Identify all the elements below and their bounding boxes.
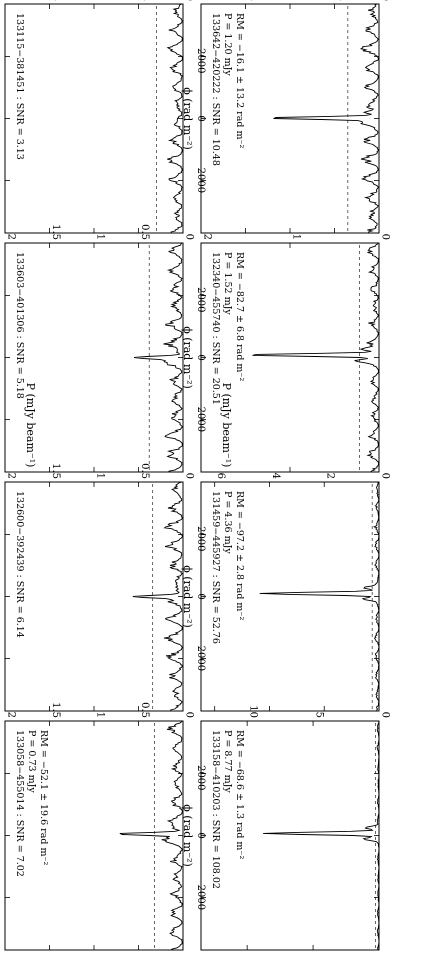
phi-tick-label: −2000 — [195, 40, 206, 74]
spectrum-curve — [263, 720, 380, 951]
x-axis-label: ϕ (rad m⁻²) — [181, 804, 194, 867]
p-tick-label: 0 — [184, 0, 195, 1]
panel-1-2: 0 0.5 1 1.5 2 133603−401306 : SNR = 5.18 — [4, 224, 195, 473]
x-axis-label: ϕ (rad m⁻²) — [181, 565, 194, 628]
spectrum-curve — [132, 481, 184, 712]
p-tick-label: 2 — [6, 712, 17, 718]
panel-annotation-line: RM = −16.1 ± 13.2 rad m⁻² — [234, 13, 245, 148]
p-tick-label: 2 — [6, 234, 17, 240]
p-tick-label: 0 — [184, 473, 195, 479]
p-tick-label: 0 — [184, 234, 195, 240]
p-tick-label: 2 — [325, 473, 336, 479]
p-tick-label: 1 — [95, 0, 106, 1]
spectrum-curve — [273, 3, 379, 234]
p-tick-label: 4 — [270, 473, 281, 479]
p-tick-label: 1.5 — [50, 224, 61, 240]
p-tick-label: 1.5 — [50, 702, 61, 718]
spectrum-curve — [252, 242, 380, 473]
phi-tick-label: 2000 — [195, 885, 206, 910]
p-tick-label: 2 — [202, 234, 213, 240]
p-tick-label: 0.5 — [139, 224, 150, 240]
phi-tick-label: 0 — [195, 115, 206, 121]
panel-2-3: 0 2 4 6 −2000 0 2000 131459−445927 : SNR = 52.7… — [181, 473, 391, 712]
panel-annotation-line: RM = −68.6 ± 1.3 rad m⁻² — [234, 730, 245, 859]
p-tick-label: 1 — [95, 234, 106, 240]
panel-annotation-line: 132340−455740 : SNR = 20.51 — [210, 252, 221, 405]
phi-tick-label: −2000 — [195, 518, 206, 552]
p-tick-label: 5 — [314, 712, 325, 718]
spectrum-curve — [259, 481, 380, 711]
panel-annotation-line: 133158−410203 : SNR = 108.02 — [210, 730, 221, 889]
phi-tick-label: 0 — [195, 354, 206, 360]
panel-frame — [4, 481, 184, 712]
phi-tick-label: −2000 — [195, 757, 206, 791]
panel-1-1: 0 0.5 1 1.5 2 133115−381451 : SNR = 3.13 — [4, 0, 195, 234]
spectrum-curve — [119, 720, 183, 951]
panel-annotation-line: RM = −52.1 ± 19.6 rad m⁻² — [38, 730, 49, 865]
panel-annotation-line: P = 1.52 mJy — [222, 252, 233, 315]
phi-tick-label: 2000 — [195, 646, 206, 671]
p-tick-label: 1.5 — [246, 0, 257, 1]
p-tick-label: 0 — [380, 0, 391, 1]
p-tick-label: 0 — [380, 712, 391, 718]
y-axis-label-row-1: P (mJy beam⁻¹) — [24, 383, 37, 468]
p-tick-label: 1.5 — [50, 463, 61, 479]
panel-1-3: 0 0.5 1 1.5 2 132600−392439 : SNR = 6.14 — [4, 463, 195, 712]
p-tick-label: 0 — [184, 712, 195, 718]
phi-tick-label: 2000 — [195, 407, 206, 432]
phi-tick-label: −2000 — [195, 279, 206, 313]
panel-grid: 0 0.5 1 1.5 2 133115−381451 : SNR = 3.13 0 0.5 1… — [4, 0, 391, 951]
p-tick-label: 6 — [215, 473, 226, 479]
x-axis-label: ϕ (rad m⁻²) — [181, 326, 194, 389]
p-tick-label: 1 — [95, 473, 106, 479]
spectrum-curve — [166, 3, 183, 234]
phi-tick-label: 0 — [195, 593, 206, 599]
spectrum-curve — [133, 242, 183, 473]
panel-annotation-line: 133642−420222 : SNR = 10.48 — [210, 13, 221, 166]
y-axis-label-row-2: P (mJy beam⁻¹) — [220, 383, 233, 468]
p-tick-label: 2 — [202, 0, 213, 1]
p-tick-label: 1 — [291, 0, 302, 1]
panel-annotation-line: 131459−445927 : SNR = 52.76 — [210, 491, 221, 644]
p-tick-label: 1 — [291, 234, 302, 240]
p-tick-label: 1.5 — [50, 0, 61, 1]
panel-annotation-line: P = 4.36 mJy — [222, 491, 233, 554]
panel-annotation-line: 132600−392439 : SNR = 6.14 — [14, 491, 25, 638]
panel-2-4: 0 5 10 −2000 0 2000 133158−410203 : SNR = 108.… — [181, 705, 391, 951]
p-tick-label: 0 — [380, 234, 391, 240]
p-tick-label: 2 — [6, 0, 17, 1]
phi-tick-label: 2000 — [195, 168, 206, 193]
panel-annotation-line: 133115−381451 : SNR = 3.13 — [14, 13, 25, 160]
p-tick-label: 0.5 — [139, 463, 150, 479]
panel-2-2: 0 1 2 −2000 0 2000 132340−455740 : SNR = 20.51… — [181, 234, 391, 473]
panel-annotation-line: RM = −97.2 ± 2.8 rad m⁻² — [234, 491, 245, 620]
p-tick-label: 0.5 — [139, 702, 150, 718]
p-tick-label: 0.5 — [335, 0, 346, 1]
panel-2-1: 0 0.5 1 1.5 2 −2000 0 2000 133642−420222 : SNR =… — [181, 0, 391, 234]
p-tick-label: 1 — [95, 712, 106, 718]
panel-annotation-line: RM = −82.7 ± 6.8 rad m⁻² — [234, 252, 245, 381]
p-tick-label: 0 — [380, 473, 391, 479]
panel-annotation-line: P = 8.77 mJy — [222, 730, 233, 793]
p-tick-label: 10 — [248, 705, 259, 718]
p-tick-label: 2 — [6, 473, 17, 479]
panel-annotation-line: 133603−401306 : SNR = 5.18 — [14, 252, 25, 399]
x-axis-label: ϕ (rad m⁻²) — [181, 87, 194, 150]
phi-tick-label: 0 — [195, 832, 206, 838]
panel-annotation-line: P = 1.20 mJy — [222, 13, 233, 76]
panel-1-4: 0 0.5 1 1.5 2 133058−455014 : SNR = 7.02 P = 0… — [4, 702, 195, 951]
panel-annotation-line: P = 0.73 mJy — [26, 730, 37, 793]
p-tick-label: 0.5 — [139, 0, 150, 1]
panel-annotation-line: 133058−455014 : SNR = 7.02 — [14, 730, 25, 877]
